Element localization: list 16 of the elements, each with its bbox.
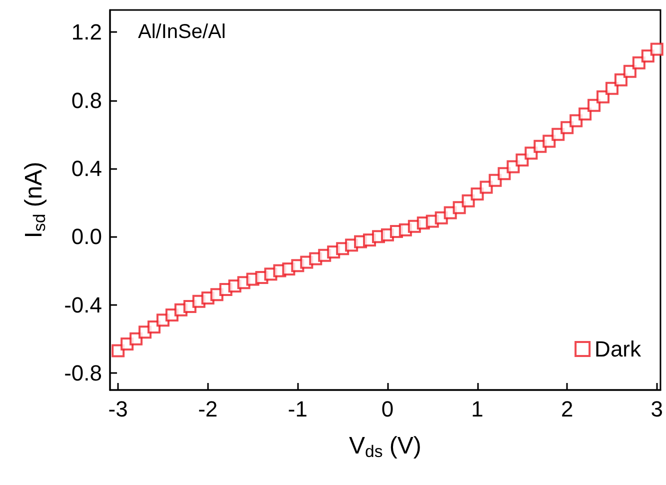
- y-tick-label: -0.4: [64, 292, 102, 318]
- x-tick-label: 2: [560, 396, 574, 422]
- y-tick-label: 0.4: [71, 156, 102, 181]
- x-tick-label: 3: [650, 396, 664, 422]
- y-tick-label: -0.8: [64, 360, 102, 386]
- annotation: Al/InSe/Al: [138, 21, 226, 43]
- legend-label: Dark: [594, 336, 642, 362]
- x-tick-label: -2: [198, 396, 218, 422]
- y-tick-label: 0.8: [71, 88, 102, 113]
- y-tick-label: 0.0: [71, 224, 102, 250]
- x-tick-label: 1: [471, 396, 484, 422]
- x-tick-label: -3: [108, 396, 128, 422]
- y-tick-label: 1.2: [71, 20, 102, 45]
- x-tick-label: 0: [381, 396, 394, 422]
- y-axis-title: Isd (nA): [20, 162, 49, 238]
- x-tick-label: -1: [288, 396, 308, 422]
